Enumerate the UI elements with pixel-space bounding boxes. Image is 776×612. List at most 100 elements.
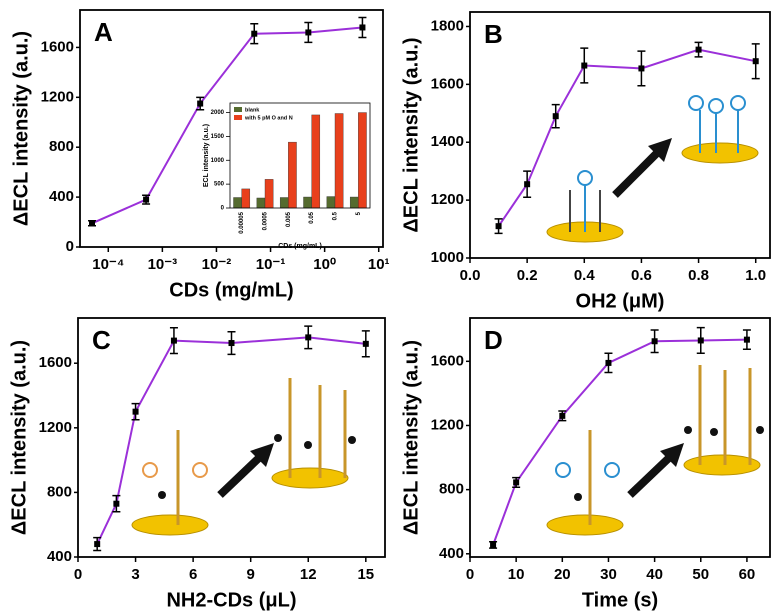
x-tick-label: 15 [357, 566, 374, 583]
data-point [113, 500, 120, 507]
x-axis-label: NH2-CDs (μL) [166, 589, 296, 611]
x-tick-label: 0.00005 [239, 211, 245, 233]
x-tick-label: 40 [646, 566, 663, 583]
y-tick-label: 1800 [431, 17, 464, 34]
x-tick-label: 0.6 [631, 267, 652, 284]
x-axis-label: CDs (mg/mL) [278, 243, 322, 250]
data-point [605, 359, 612, 366]
panel-label: D [484, 325, 503, 355]
panel-label: B [484, 19, 503, 49]
data-point [359, 24, 366, 31]
x-tick-label: 1.0 [745, 267, 766, 284]
x-tick-label: 10 [508, 566, 525, 583]
data-point [651, 338, 658, 345]
bar [241, 188, 251, 209]
y-axis-label: ΔECL intensity (a.u.) [400, 340, 422, 535]
x-tick-label: 0 [74, 566, 82, 583]
x-tick-label: 6 [189, 566, 197, 583]
data-point [94, 541, 101, 548]
bar [288, 141, 297, 209]
inset-background [230, 103, 370, 208]
data-line [492, 338, 747, 546]
x-tick-label: 20 [554, 566, 571, 583]
y-axis-label: ΔECL intensity (a.u.) [10, 31, 32, 226]
x-tick-label: 10⁻¹ [256, 256, 286, 273]
data-point [513, 479, 520, 486]
bar [279, 197, 289, 209]
legend-swatch [234, 115, 242, 120]
data-point [495, 223, 502, 230]
bar [256, 197, 266, 209]
plot-frame [469, 317, 771, 558]
legend-label: with 5 pM O and N [244, 115, 293, 121]
y-tick-label: 800 [439, 481, 464, 498]
data-point [228, 340, 235, 347]
data-point [552, 113, 559, 120]
x-tick-label: 10¹ [368, 256, 390, 273]
bar [233, 197, 242, 209]
x-axis-label: CDs (mg/mL) [169, 279, 293, 301]
y-tick-label: 1200 [41, 88, 74, 105]
y-tick-label: 1200 [39, 419, 72, 436]
y-axis-label: ECL intensity (a.u.) [203, 124, 210, 187]
legend-swatch [234, 107, 242, 112]
data-line [497, 48, 756, 227]
cartoon-b [546, 95, 759, 243]
y-tick-label: 0 [66, 238, 74, 255]
plot-frame [229, 102, 371, 209]
inset-chart: 0 500 1000 1500 2000 ECL intensity (a.u.) CDs … [203, 102, 371, 250]
cartoon-c [131, 378, 356, 536]
y-axis-label: ΔECL intensity (a.u.) [8, 340, 30, 535]
y-tick-label: 1400 [431, 133, 464, 150]
panel: 400 800 1200 1600 ΔECL intensity (a.u.) NH2-C… [8, 317, 386, 611]
data-point [695, 46, 702, 53]
data-line [91, 26, 363, 225]
y-tick-label: 1600 [431, 75, 464, 92]
legend-label: blank [245, 107, 260, 113]
x-tick-label: 12 [300, 566, 317, 583]
x-tick-label: 3 [131, 566, 139, 583]
data-line [96, 336, 366, 545]
y-tick-label: 800 [47, 483, 72, 500]
x-tick-label: 60 [739, 566, 756, 583]
y-tick-label: 1000 [431, 249, 464, 266]
x-tick-label: 10⁻² [202, 256, 232, 273]
y-tick-label: 1600 [41, 38, 74, 55]
data-point [143, 196, 150, 203]
panel-label: A [94, 17, 113, 47]
data-point [362, 340, 369, 347]
x-tick-label: 0 [466, 566, 474, 583]
data-point [638, 65, 645, 72]
y-tick-label: 1600 [39, 354, 72, 371]
plot-frame [79, 9, 384, 248]
cartoon-d [546, 365, 764, 536]
y-tick-label: 1500 [211, 134, 225, 140]
data-point [752, 58, 759, 65]
x-tick-label: 0.5 [333, 211, 339, 220]
x-tick-label: 50 [692, 566, 709, 583]
panel-label: C [92, 325, 111, 355]
data-point [305, 29, 312, 36]
plot-frame [77, 317, 386, 558]
x-tick-label: 0.05 [309, 211, 315, 223]
y-tick-label: 400 [439, 545, 464, 562]
data-point [305, 334, 312, 341]
data-point [197, 100, 204, 107]
y-tick-label: 1000 [211, 158, 225, 164]
x-tick-label: 9 [247, 566, 255, 583]
bar [326, 196, 336, 209]
y-tick-label: 800 [49, 138, 74, 155]
y-tick-label: 2000 [211, 110, 225, 116]
x-tick-label: 10⁻³ [148, 256, 178, 273]
x-tick-label: 10⁰ [313, 256, 336, 273]
x-tick-label: 0.0005 [263, 211, 269, 230]
data-point [524, 181, 531, 188]
data-point [88, 220, 95, 227]
data-point [559, 412, 566, 419]
bar [264, 179, 274, 209]
data-point [251, 30, 258, 37]
y-tick-label: 1200 [431, 191, 464, 208]
x-tick-label: 0.8 [688, 267, 709, 284]
